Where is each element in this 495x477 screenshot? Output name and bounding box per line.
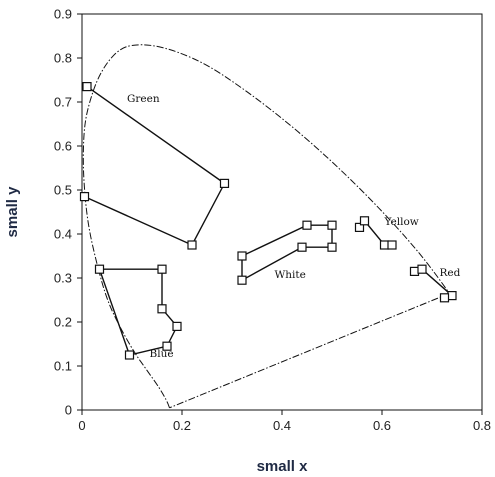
x-tick-label: 0.2	[173, 418, 191, 433]
data-point-green	[187, 240, 197, 250]
y-tick-label: 0.3	[54, 271, 72, 286]
spectral-locus-curve	[82, 44, 450, 408]
series-white	[237, 220, 337, 285]
data-point-white	[327, 220, 337, 230]
data-point-white	[302, 220, 312, 230]
data-point-white	[237, 251, 247, 261]
y-tick-label: 0.6	[54, 139, 72, 154]
data-point-blue	[172, 321, 182, 331]
y-tick-label: 0.5	[54, 183, 72, 198]
data-point-green	[79, 192, 90, 202]
y-tick-label: 0.9	[54, 7, 72, 22]
data-point-red	[417, 264, 427, 274]
x-tick-label: 0.6	[373, 418, 391, 433]
series-yellow	[354, 216, 397, 250]
label-green: Green	[127, 93, 160, 105]
data-point-yellow	[354, 222, 365, 232]
data-point-blue	[157, 304, 167, 314]
spectral-locus	[82, 44, 450, 409]
data-point-red	[409, 266, 420, 276]
series-line-green	[84, 86, 226, 246]
data-point-red	[447, 291, 457, 301]
y-axis-label: small y	[4, 186, 21, 238]
y-tick-label: 0.8	[54, 51, 72, 66]
series-blue	[94, 264, 182, 360]
plot-frame	[81, 13, 483, 411]
x-tick-label: 0	[78, 418, 85, 433]
data-point-blue	[124, 350, 135, 360]
data-point-white	[237, 275, 247, 285]
y-tick-label: 0	[65, 403, 72, 418]
y-tick-label: 0.2	[54, 315, 72, 330]
y-tick-label: 0.1	[54, 359, 72, 374]
label-yellow: Yellow	[384, 216, 419, 228]
purple-line	[169, 292, 450, 409]
data-point-green	[82, 81, 92, 92]
x-tick-label: 0.4	[273, 418, 291, 433]
data-point-red	[439, 293, 450, 303]
data-point-blue	[94, 264, 105, 274]
axis-ticks: 0 0.2 0.4 0.6 0.8 0 0.1 0.2 0.3 0.4 0.5 0.6 0.7 0.8 0.…	[54, 7, 491, 434]
series-green	[79, 81, 230, 250]
y-tick-label: 0.7	[54, 95, 72, 110]
label-red: Red	[440, 267, 461, 279]
data-point-blue	[157, 264, 167, 274]
x-tick-label: 0.8	[473, 418, 491, 433]
data-point-yellow	[387, 240, 397, 250]
data-point-white	[327, 242, 337, 252]
label-white: White	[275, 269, 306, 281]
data-point-yellow	[359, 216, 370, 226]
data-point-blue	[162, 341, 172, 351]
x-axis-label: small x	[257, 458, 309, 475]
region-labels: Green White Yellow Red Blue	[127, 93, 461, 360]
series-group	[79, 81, 457, 360]
data-point-green	[219, 178, 230, 188]
data-point-white	[297, 242, 307, 252]
series-red	[409, 264, 457, 303]
label-blue: Blue	[150, 348, 174, 360]
y-tick-label: 0.4	[54, 227, 72, 242]
data-point-yellow	[379, 240, 390, 250]
